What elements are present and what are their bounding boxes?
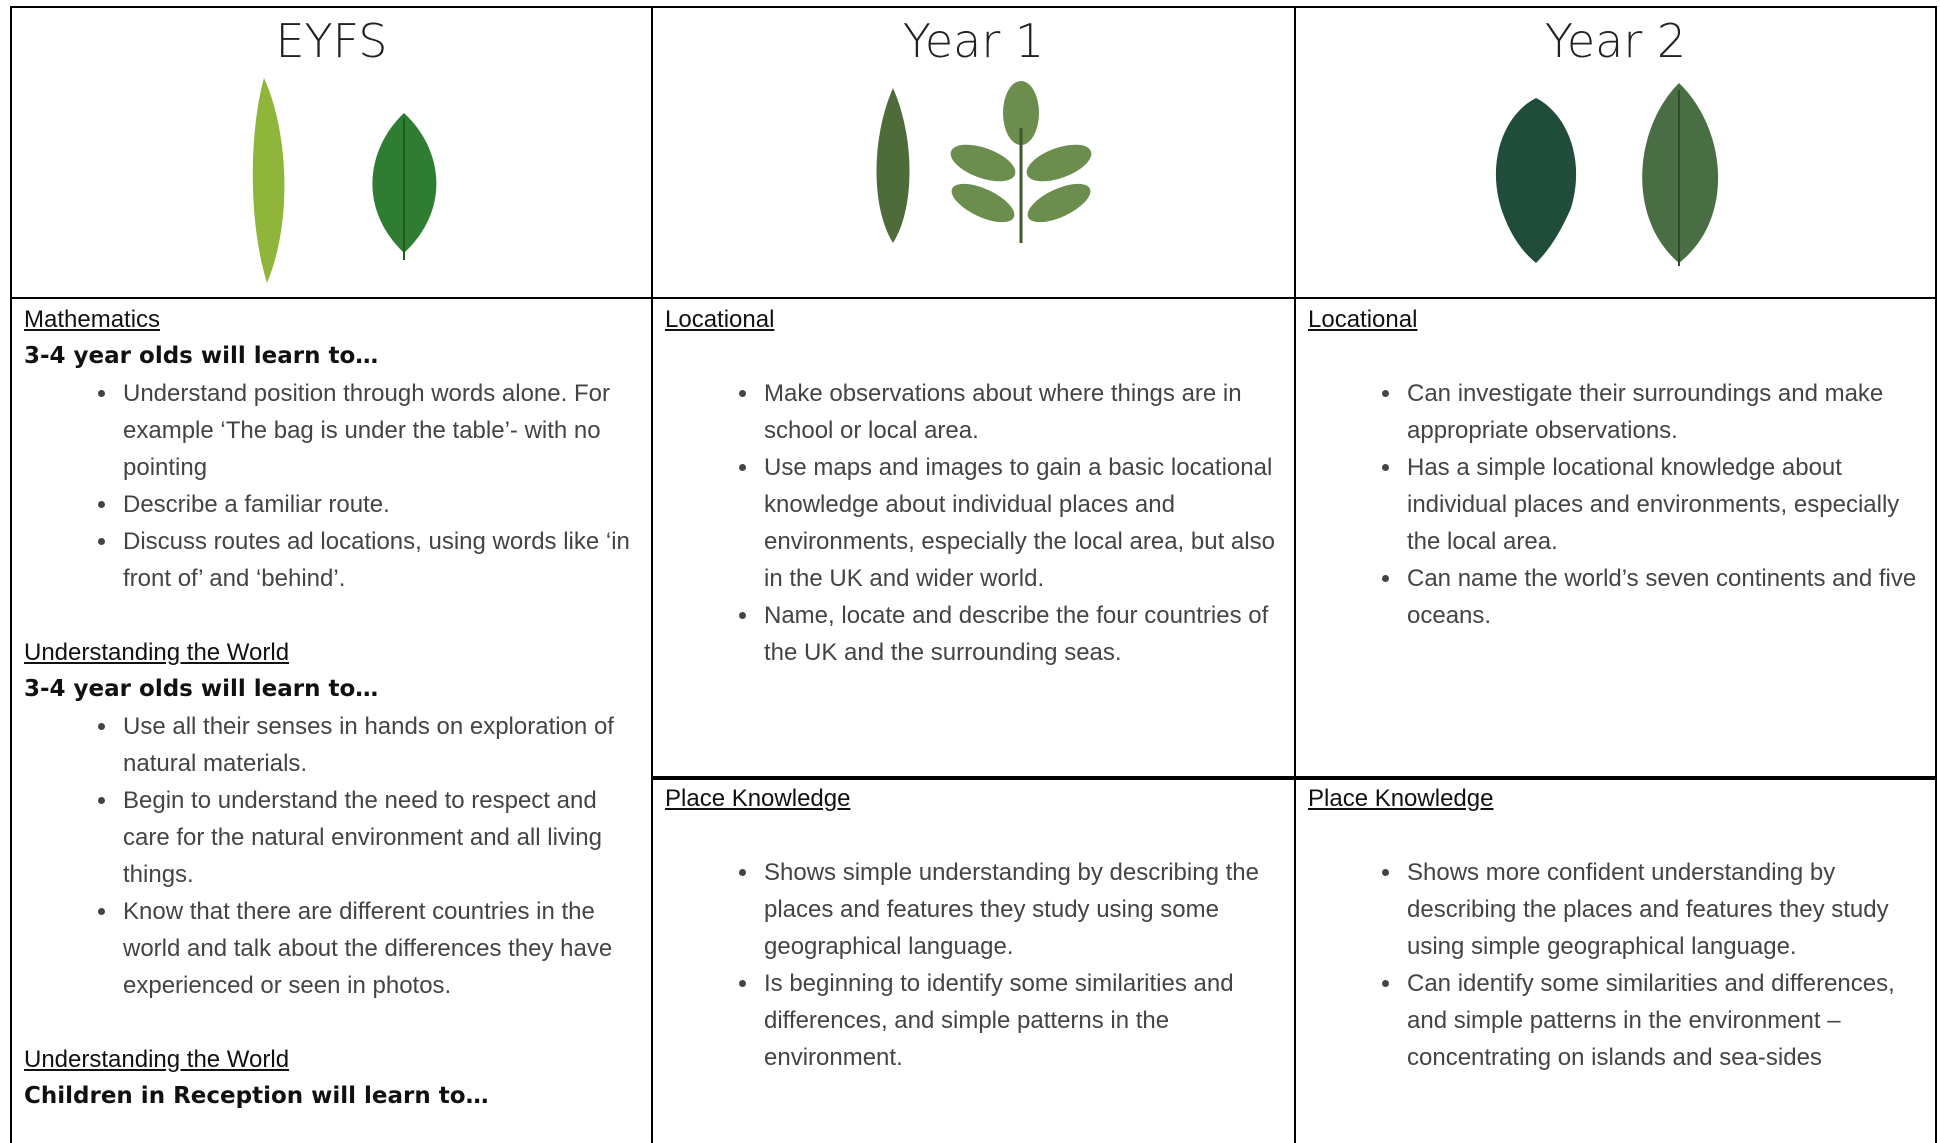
cell-content: Locational Make observations about where … [653, 299, 1294, 710]
table-cell: Place Knowledge Shows simple understandin… [651, 776, 1296, 1143]
column-title: EYFS [275, 14, 388, 68]
column-title: Year 1 [902, 14, 1045, 68]
table-cell: Mathematics 3-4 year olds will learn to… U… [10, 297, 653, 1143]
cell-content: Place Knowledge Shows simple understandin… [653, 778, 1294, 1115]
section-intro: Children in Reception will learn to… [24, 1083, 489, 1109]
leaf-images [252, 78, 437, 283]
spacer [665, 817, 1282, 854]
header-cell: Year 2 [1294, 6, 1937, 299]
bullet-item: Make observations about where things are… [760, 375, 1282, 449]
bullet-item: Shows simple understanding by describing… [760, 854, 1282, 965]
bullet-list: Use all their senses in hands on explora… [24, 708, 639, 1004]
section-heading: Place Knowledge [1308, 785, 1494, 812]
section-heading: Mathematics [24, 306, 161, 333]
section-heading: Understanding the World [24, 1046, 290, 1073]
bullet-item: Know that there are different countries … [119, 893, 639, 1004]
bullet-item: Is beginning to identify some similariti… [760, 965, 1282, 1076]
bullet-item: Use maps and images to gain a basic loca… [760, 449, 1282, 597]
section-heading: Understanding the World [24, 639, 290, 666]
header-cell: Year 1 [651, 6, 1296, 299]
column-title: Year 2 [1544, 14, 1687, 68]
bullet-item: Begin to understand the need to respect … [119, 782, 639, 893]
section-heading: Locational [1308, 306, 1418, 333]
spacer [1308, 817, 1923, 854]
bullet-item: Name, locate and describe the four count… [760, 597, 1282, 671]
cell-content: Locational Can investigate their surround… [1296, 299, 1935, 673]
bullet-item: Has a simple locational knowledge about … [1403, 449, 1923, 560]
bullet-item: Can identify some similarities and diffe… [1403, 965, 1923, 1076]
bullet-list: Shows simple understanding by describing… [665, 854, 1282, 1076]
table-cell: Locational Can investigate their surround… [1294, 297, 1937, 780]
section-intro: 3-4 year olds will learn to… [24, 676, 379, 702]
section-heading: Place Knowledge [665, 785, 851, 812]
bullet-item: Use all their senses in hands on explora… [119, 708, 639, 782]
bullet-list: Understand position through words alone.… [24, 375, 639, 597]
section-intro: 3-4 year olds will learn to… [24, 343, 379, 369]
bullet-item: Discuss routes ad locations, using words… [119, 523, 639, 597]
cell-content: Place Knowledge Shows more confident unde… [1296, 778, 1935, 1115]
leaf-images [1495, 83, 1719, 266]
spacer [1308, 338, 1923, 375]
section-heading: Locational [665, 306, 775, 333]
bullet-list: Make observations about where things are… [665, 375, 1282, 671]
table-cell: Locational Make observations about where … [651, 297, 1296, 780]
cell-content: Mathematics 3-4 year olds will learn to… U… [12, 299, 651, 1117]
bullet-list: Can investigate their surroundings and m… [1308, 375, 1923, 634]
bullet-list: Shows more confident understanding by de… [1308, 854, 1923, 1076]
leaf-images [876, 81, 1092, 243]
bullet-item: Can investigate their surroundings and m… [1403, 375, 1923, 449]
header-cell: EYFS [10, 6, 653, 299]
bullet-item: Describe a familiar route. [119, 486, 639, 523]
bullet-item: Shows more confident understanding by de… [1403, 854, 1923, 965]
bullet-item: Can name the world’s seven continents an… [1403, 560, 1923, 634]
bullet-item: Understand position through words alone.… [119, 375, 639, 486]
spacer [665, 338, 1282, 375]
table-cell: Place Knowledge Shows more confident unde… [1294, 776, 1937, 1143]
